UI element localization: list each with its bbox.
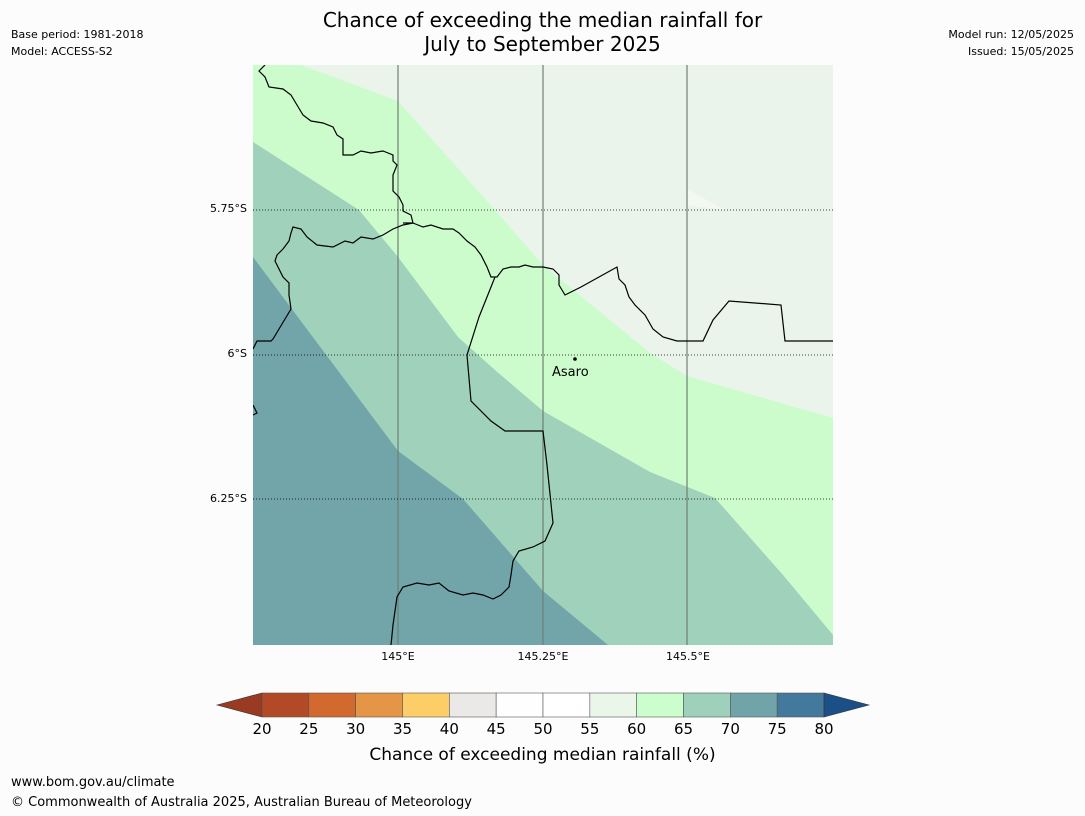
colorbar-segment <box>261 692 310 718</box>
footer-url[interactable]: www.bom.gov.au/climate <box>11 775 175 790</box>
colorbar-segments <box>261 692 825 718</box>
meta-left: Base period: 1981-2018 Model: ACCESS-S2 <box>11 26 143 60</box>
colorbar-tick-label: 65 <box>673 720 694 738</box>
colorbar-segment <box>730 692 778 718</box>
colorbar <box>215 692 871 718</box>
boundary-inner <box>390 276 554 645</box>
base-period-text: Base period: 1981-2018 <box>11 28 144 41</box>
title-line-1: Chance of exceeding the median rainfall … <box>322 8 763 32</box>
lon-label-145e: 145°E <box>381 650 415 663</box>
colorbar-segment <box>402 692 450 718</box>
lat-label-5-75s: 5.75°S <box>210 202 247 215</box>
colorbar-tick-label: 35 <box>392 720 413 738</box>
colorbar-over-arrow <box>823 692 871 718</box>
boundary-west <box>253 222 414 350</box>
colorbar-segment <box>542 692 591 718</box>
colorbar-tick-label: 60 <box>627 720 647 738</box>
lon-label-145-5e: 145.5°E <box>666 650 710 663</box>
boundary-edge <box>253 404 258 416</box>
colorbar-segment <box>449 692 497 718</box>
place-label-asaro: Asaro <box>552 365 589 380</box>
place-marker <box>573 357 577 361</box>
colorbar-segment <box>308 692 356 718</box>
colorbar-segment <box>683 692 731 718</box>
colorbar-under-arrow <box>215 692 263 718</box>
model-text: Model: ACCESS-S2 <box>11 45 113 58</box>
colorbar-tick-label: 80 <box>814 720 834 738</box>
colorbar-tick-label: 30 <box>346 720 366 738</box>
boundary-central <box>412 222 833 342</box>
model-run-text: Model run: 12/05/2025 <box>948 28 1074 41</box>
colorbar-tick-label: 70 <box>720 720 740 738</box>
colorbar-segment <box>776 692 825 718</box>
colorbar-segment <box>355 692 403 718</box>
meta-right: Model run: 12/05/2025 Issued: 15/05/2025 <box>948 26 1074 60</box>
colorbar-tick-label: 75 <box>767 720 787 738</box>
zone-70-75 <box>253 257 608 645</box>
zone-sliver <box>687 189 725 210</box>
colorbar-tick-label: 50 <box>533 720 553 738</box>
colorbar-tick-label: 45 <box>486 720 506 738</box>
province-boundaries <box>253 65 833 645</box>
lat-label-6-25s: 6.25°S <box>210 492 247 505</box>
colorbar-segment <box>495 692 544 718</box>
map-title: Chance of exceeding the median rainfall … <box>0 8 1085 56</box>
title-line-2: July to September 2025 <box>424 32 661 56</box>
lon-label-145-25e: 145.25°E <box>517 650 569 663</box>
colorbar-segment <box>589 692 637 718</box>
lat-label-6s: 6°S <box>227 347 247 360</box>
colorbar-tick-label: 25 <box>299 720 319 738</box>
colorbar-segment <box>636 692 684 718</box>
rainfall-map <box>253 65 833 645</box>
colorbar-tick-label: 40 <box>439 720 459 738</box>
colorbar-label: Chance of exceeding median rainfall (%) <box>369 745 716 765</box>
graticule <box>253 65 833 645</box>
boundary-north <box>258 65 414 224</box>
colorbar-tick-label: 20 <box>252 720 272 738</box>
footer-copyright: © Commonwealth of Australia 2025, Austra… <box>11 795 472 810</box>
colorbar-tick-label: 55 <box>580 720 600 738</box>
issued-text: Issued: 15/05/2025 <box>967 45 1074 58</box>
